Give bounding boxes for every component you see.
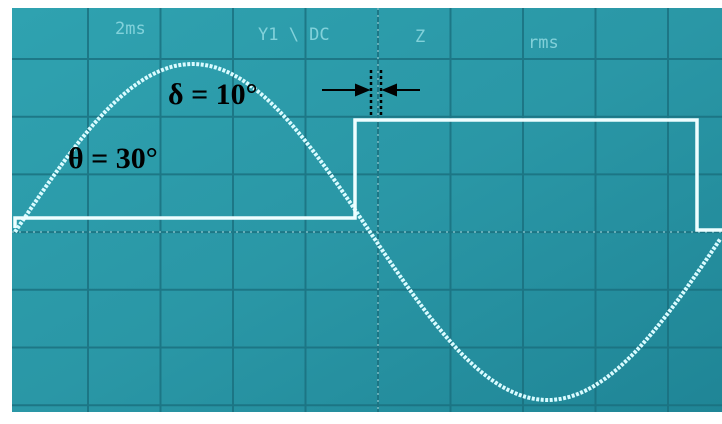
delta-annotation: δ = 10° <box>168 78 258 111</box>
measure-label: rms <box>528 33 559 53</box>
channel-label: Y1 \ DC <box>258 25 330 45</box>
screen-background <box>12 8 722 412</box>
theta-annotation: θ = 30° <box>68 142 158 175</box>
oscilloscope-screen: 2ms Y1 \ DC Z rms δ = 10° θ = 30° <box>0 0 722 424</box>
timebase-label: 2ms <box>115 19 146 39</box>
page: {"scope_header": {"timebase": "2ms", "ch… <box>0 0 722 424</box>
mode-label: Z <box>415 27 425 47</box>
